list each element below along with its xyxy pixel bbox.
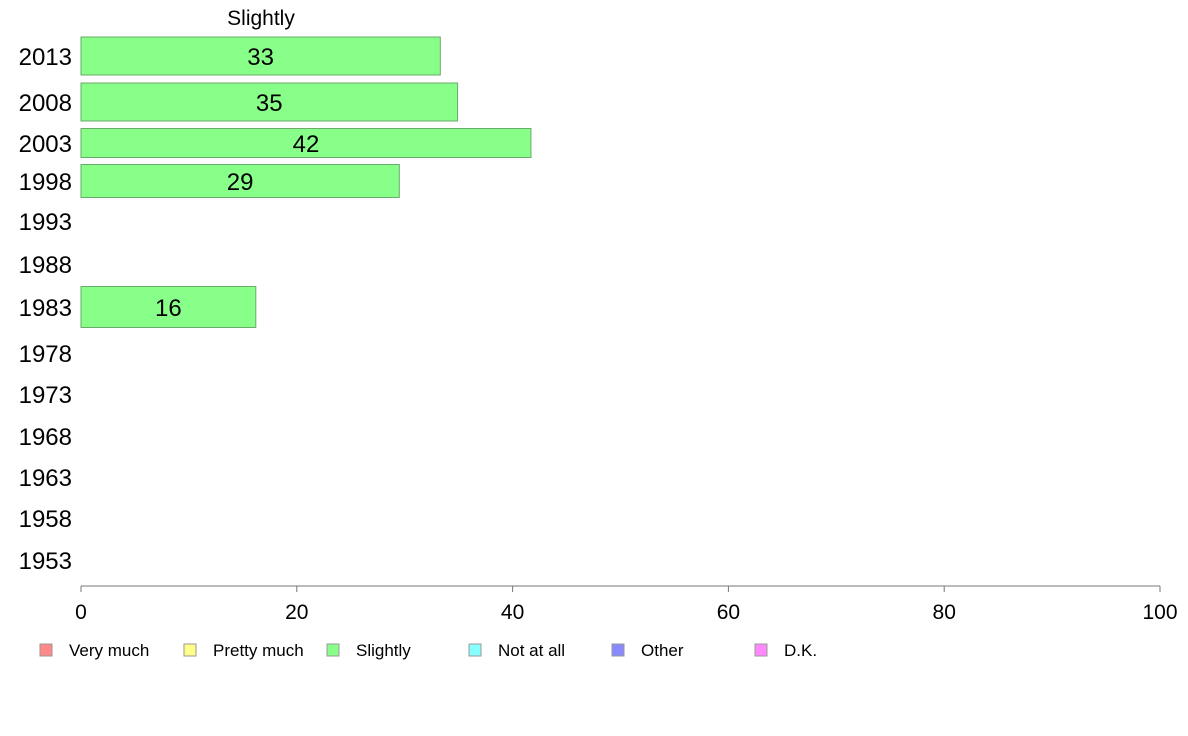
bar bbox=[80, 128, 532, 158]
y-tick-label: 1998 bbox=[19, 169, 72, 196]
legend-swatch bbox=[611, 643, 625, 657]
legend: Very much Pretty much Slightly Not at all Ot… bbox=[39, 641, 817, 660]
legend-label: Not at all bbox=[498, 641, 565, 660]
bar-value-label: 16 bbox=[155, 295, 182, 322]
legend-swatch bbox=[326, 643, 340, 657]
bars: 33 35 42 29 16 bbox=[80, 36, 532, 328]
legend-label: Very much bbox=[69, 641, 149, 660]
x-tick-label: 0 bbox=[75, 601, 87, 624]
legend-label: D.K. bbox=[784, 641, 817, 660]
x-axis: 0 20 40 60 80 100 bbox=[75, 585, 1178, 624]
bar-value-label: 42 bbox=[293, 131, 320, 158]
legend-swatch bbox=[183, 643, 197, 657]
x-tick-label: 60 bbox=[717, 601, 740, 624]
bar bbox=[80, 36, 441, 76]
bar bbox=[80, 164, 400, 198]
y-tick-label: 1983 bbox=[19, 295, 72, 322]
chart-title: Slightly bbox=[227, 7, 295, 30]
y-tick-label: 1963 bbox=[19, 465, 72, 492]
bar bbox=[80, 286, 257, 328]
legend-swatch bbox=[754, 643, 768, 657]
legend-swatch bbox=[468, 643, 482, 657]
bar bbox=[80, 82, 459, 122]
y-tick-label: 2013 bbox=[19, 44, 72, 71]
x-tick-label: 40 bbox=[501, 601, 524, 624]
y-tick-label: 2008 bbox=[19, 90, 72, 117]
legend-label: Other bbox=[641, 641, 684, 660]
y-tick-label: 1953 bbox=[19, 548, 72, 575]
y-tick-label: 1978 bbox=[19, 341, 72, 368]
y-tick-label: 1968 bbox=[19, 424, 72, 451]
legend-swatch bbox=[39, 643, 53, 657]
y-tick-label: 1958 bbox=[19, 506, 72, 533]
y-tick-label: 1988 bbox=[19, 252, 72, 279]
y-tick-label: 2003 bbox=[19, 131, 72, 158]
bar-value-label: 35 bbox=[256, 90, 283, 117]
y-axis-labels: 2013 2008 2003 1998 1993 1988 1983 1978 1973 1968… bbox=[19, 44, 72, 575]
x-tick-label: 20 bbox=[285, 601, 308, 624]
y-tick-label: 1993 bbox=[19, 209, 72, 236]
bar-value-label: 33 bbox=[247, 44, 274, 71]
legend-label: Pretty much bbox=[213, 641, 304, 660]
bar-value-label: 29 bbox=[227, 169, 254, 196]
y-tick-label: 1973 bbox=[19, 382, 72, 409]
x-tick-label: 80 bbox=[933, 601, 956, 624]
x-tick-label: 100 bbox=[1142, 601, 1177, 624]
legend-label: Slightly bbox=[356, 641, 411, 660]
